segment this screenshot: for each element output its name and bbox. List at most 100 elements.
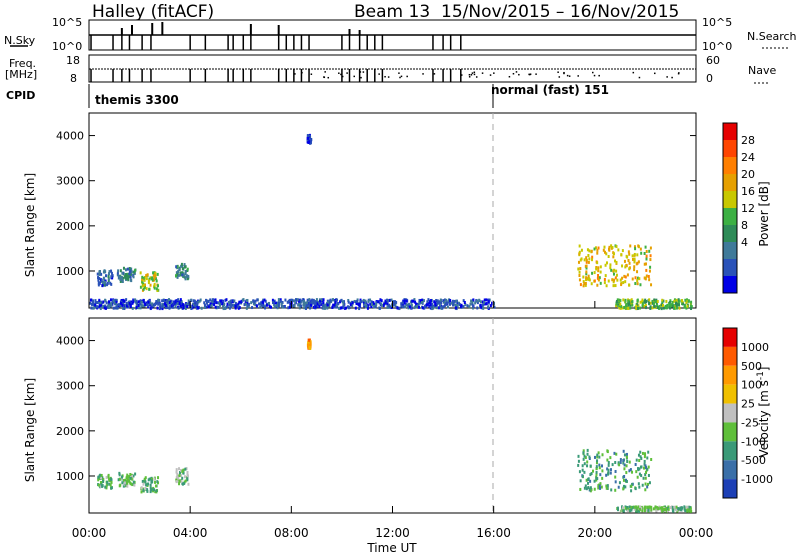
nave-dot <box>327 76 330 79</box>
data-cell <box>234 304 237 308</box>
data-cell <box>650 457 653 461</box>
data-cell <box>638 467 641 471</box>
data-cell <box>141 277 144 281</box>
nsky-tick-bottom: 10^0 <box>52 40 82 53</box>
data-cell <box>598 484 601 488</box>
data-cell <box>378 306 381 310</box>
data-cell <box>351 304 354 308</box>
data-cell <box>641 304 644 308</box>
data-cell <box>626 509 629 513</box>
data-cell <box>410 306 413 310</box>
cpid-segment-1: themis 3300 <box>95 93 179 107</box>
data-cell <box>281 300 284 304</box>
data-cell <box>121 303 124 307</box>
data-cell <box>607 279 610 283</box>
data-cell <box>144 480 147 484</box>
data-cell <box>452 303 455 307</box>
nave-dot <box>577 75 579 77</box>
data-cell <box>599 281 602 285</box>
data-cell <box>356 298 359 302</box>
data-cell <box>222 307 225 311</box>
data-cell <box>129 476 132 480</box>
data-cell <box>211 300 214 304</box>
data-cell <box>454 306 457 310</box>
data-cell <box>612 255 615 259</box>
data-cell <box>455 299 458 303</box>
data-cell <box>153 488 156 492</box>
data-cell <box>628 283 631 287</box>
data-cell <box>128 301 131 305</box>
data-cell <box>643 466 646 470</box>
data-cell <box>605 473 608 477</box>
data-cell <box>288 305 291 309</box>
data-cell <box>641 451 644 455</box>
data-cell <box>307 345 310 349</box>
data-cell <box>428 301 431 305</box>
nave-dot <box>471 72 474 74</box>
data-cell <box>422 299 425 303</box>
data-cell <box>312 301 315 305</box>
data-cell <box>656 306 659 310</box>
nave-dot <box>512 72 515 75</box>
data-cell <box>166 303 169 307</box>
data-cell <box>176 275 179 279</box>
x-axis: 00:00 04:00 08:00 12:00 16:00 20:00 00:00 <box>72 301 713 540</box>
nave-dot <box>666 76 668 78</box>
data-cell <box>622 449 625 453</box>
data-cell <box>109 298 112 302</box>
data-cell <box>673 299 676 303</box>
data-cell <box>583 282 586 286</box>
data-cell <box>639 300 642 304</box>
nave-dot <box>593 74 596 77</box>
data-cell <box>578 278 581 282</box>
data-cell <box>643 459 646 463</box>
data-cell <box>615 269 618 273</box>
nave-dot <box>468 73 471 76</box>
data-cell <box>678 299 681 303</box>
data-cell <box>595 470 598 474</box>
data-cell <box>606 450 609 454</box>
data-cell <box>238 306 241 310</box>
data-cell <box>594 246 597 250</box>
data-cell <box>102 304 105 308</box>
data-cell <box>215 301 218 305</box>
data-cell <box>127 478 130 482</box>
data-cell <box>595 266 598 270</box>
data-cell <box>669 306 672 310</box>
data-cell <box>197 300 200 304</box>
data-cell <box>273 303 276 307</box>
data-cell <box>209 302 212 306</box>
data-cell <box>393 302 396 306</box>
nave-dot <box>529 73 532 75</box>
colorbar-swatch <box>723 225 737 242</box>
data-cell <box>625 464 628 468</box>
data-cell <box>660 506 663 510</box>
data-cell <box>200 306 203 310</box>
data-cell <box>92 303 95 307</box>
data-cell <box>657 507 660 511</box>
data-cell <box>605 484 608 488</box>
data-cell <box>614 259 617 263</box>
data-cell <box>217 305 220 309</box>
nave-dot <box>535 73 537 75</box>
data-cell <box>643 251 646 255</box>
data-cell <box>472 304 475 308</box>
nave-dot <box>341 75 344 78</box>
data-cell <box>121 280 124 284</box>
data-cell <box>180 301 183 305</box>
data-cell <box>110 477 113 481</box>
data-cell <box>186 302 189 306</box>
data-cell <box>97 475 100 479</box>
data-cell <box>689 302 692 306</box>
data-cell <box>334 300 337 304</box>
data-cell <box>128 479 131 483</box>
data-cell <box>638 306 641 310</box>
data-cell <box>635 304 638 308</box>
data-cell <box>686 304 689 308</box>
data-cell <box>180 300 183 304</box>
data-cell <box>349 303 352 307</box>
data-cell <box>308 301 311 305</box>
data-cell <box>134 298 137 302</box>
colorbar-tick-label: 500 <box>741 360 762 373</box>
data-cell <box>326 299 329 303</box>
